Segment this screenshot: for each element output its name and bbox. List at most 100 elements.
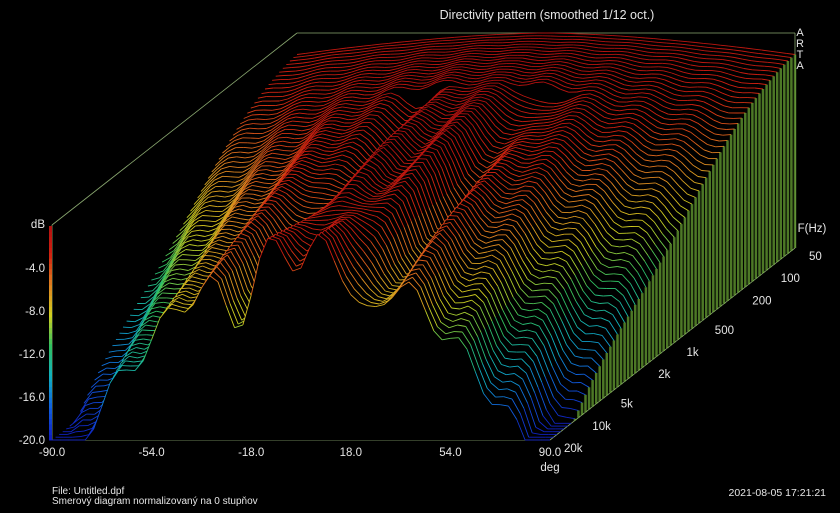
surface-line bbox=[556, 298, 566, 317]
surface-line bbox=[313, 50, 322, 53]
surface-line bbox=[280, 179, 290, 183]
surface-line bbox=[251, 114, 261, 116]
surface-line bbox=[580, 241, 590, 257]
surface-line bbox=[397, 65, 407, 70]
surface-line bbox=[370, 122, 380, 131]
surface-line bbox=[465, 283, 475, 288]
surface-line bbox=[267, 237, 277, 241]
surface-line bbox=[77, 413, 87, 420]
surface-line bbox=[211, 247, 221, 250]
surface-line bbox=[246, 218, 255, 226]
surface-line bbox=[499, 49, 509, 52]
surface-line bbox=[247, 109, 256, 114]
surface-line bbox=[398, 170, 408, 180]
surface-line bbox=[643, 188, 652, 191]
surface-line bbox=[320, 109, 330, 116]
surface-line bbox=[224, 224, 234, 227]
surface-line bbox=[560, 196, 570, 203]
surface-line bbox=[279, 118, 288, 125]
surface-line bbox=[404, 40, 414, 43]
surface-line bbox=[284, 256, 294, 272]
surface-line bbox=[376, 192, 386, 195]
surface-line bbox=[226, 247, 235, 252]
surface-line bbox=[410, 118, 420, 124]
surface-line bbox=[302, 132, 312, 139]
surface-line bbox=[222, 204, 232, 212]
surface-line bbox=[461, 48, 471, 51]
surface-line bbox=[557, 70, 567, 75]
surface-line bbox=[173, 293, 183, 298]
surface-line bbox=[205, 209, 215, 212]
surface-line bbox=[242, 179, 252, 189]
surface-line bbox=[251, 161, 261, 171]
surface-line bbox=[357, 149, 367, 160]
surface-line bbox=[487, 34, 497, 36]
surface-line bbox=[504, 101, 514, 108]
surface-line bbox=[624, 205, 633, 209]
surface-line bbox=[466, 249, 476, 259]
surface-line bbox=[296, 52, 306, 55]
surface-line bbox=[683, 199, 693, 205]
surface-line bbox=[498, 169, 508, 177]
surface-line bbox=[285, 82, 294, 85]
surface-line bbox=[555, 277, 565, 290]
surface-line bbox=[724, 77, 734, 82]
surface-line bbox=[630, 96, 639, 99]
surface-line bbox=[634, 73, 644, 76]
surface-line bbox=[439, 136, 449, 143]
surface-line bbox=[204, 233, 214, 237]
surface-line bbox=[509, 74, 518, 79]
surface-line bbox=[305, 72, 314, 77]
surface-line bbox=[199, 196, 209, 206]
surface-line bbox=[464, 97, 473, 104]
surface-line bbox=[564, 97, 574, 103]
surface-line bbox=[423, 240, 433, 250]
surface-line bbox=[441, 270, 451, 289]
surface-line bbox=[348, 248, 358, 262]
surface-line bbox=[722, 134, 732, 136]
surface-line bbox=[370, 302, 380, 305]
surface-line bbox=[598, 342, 608, 354]
surface-line bbox=[545, 158, 555, 166]
surface-line bbox=[334, 200, 343, 203]
surface-line bbox=[786, 52, 796, 55]
surface-line bbox=[720, 110, 729, 114]
surface-line bbox=[320, 226, 330, 231]
surface-line bbox=[590, 228, 600, 243]
surface-line bbox=[241, 127, 250, 131]
surface-line bbox=[500, 404, 509, 407]
surface-line bbox=[310, 136, 319, 142]
surface-line bbox=[503, 335, 513, 346]
surface-line bbox=[721, 122, 730, 125]
surface-line bbox=[496, 223, 505, 228]
surface-line bbox=[675, 43, 684, 45]
surface-line bbox=[235, 268, 245, 293]
surface-line bbox=[537, 198, 547, 213]
surface-line bbox=[336, 79, 345, 83]
surface-line bbox=[739, 62, 748, 66]
color-scale-segment bbox=[49, 434, 52, 441]
surface-line bbox=[519, 329, 528, 332]
surface-line bbox=[462, 95, 472, 99]
surface-line bbox=[486, 162, 496, 169]
surface-line bbox=[610, 226, 619, 234]
surface-line bbox=[375, 82, 384, 86]
surface-line bbox=[550, 335, 560, 357]
surface-line bbox=[524, 351, 534, 362]
surface-line bbox=[271, 127, 281, 135]
surface-line bbox=[173, 254, 183, 262]
surface-line bbox=[265, 187, 274, 193]
surface-line bbox=[254, 218, 264, 227]
surface-line bbox=[547, 58, 556, 61]
surface-line bbox=[385, 245, 396, 265]
surface-line bbox=[126, 320, 135, 323]
surface-line bbox=[220, 262, 230, 274]
surface-line bbox=[589, 93, 599, 98]
surface-line bbox=[318, 136, 327, 140]
surface-line bbox=[304, 178, 313, 184]
surface-line bbox=[306, 216, 316, 219]
surface-line bbox=[476, 76, 485, 80]
surface-line bbox=[432, 304, 442, 323]
surface-line bbox=[504, 71, 513, 74]
surface-line bbox=[514, 80, 523, 83]
